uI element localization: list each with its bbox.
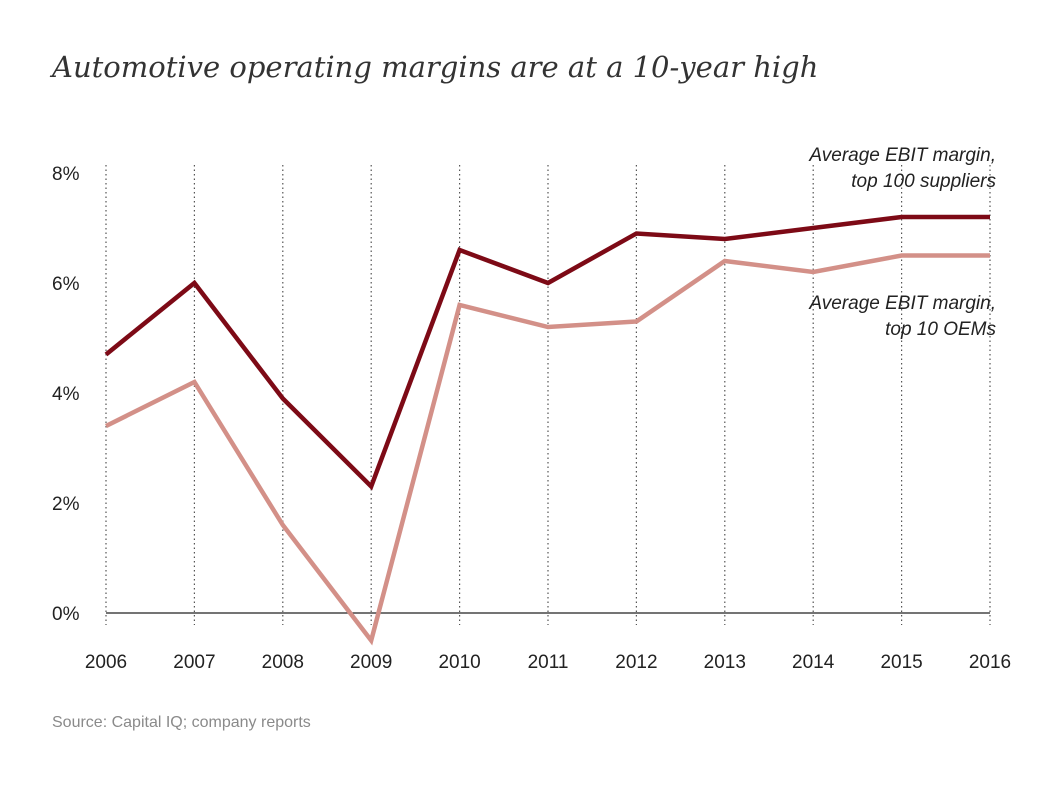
series-lines <box>104 214 990 646</box>
series-label-suppliers-line1: Average EBIT margin, <box>808 145 996 166</box>
series-line-suppliers <box>104 214 990 491</box>
source-note: Source: Capital IQ; company reports <box>52 714 311 731</box>
x-tick-label: 2007 <box>173 652 215 673</box>
x-tick-label: 2006 <box>85 652 127 673</box>
x-tick-label: 2015 <box>880 652 922 673</box>
x-tick-label: 2014 <box>792 652 835 673</box>
y-tick-label: 0% <box>52 604 80 625</box>
x-tick-label: 2009 <box>350 652 392 673</box>
gridlines <box>105 165 991 625</box>
x-tick-label: 2011 <box>528 652 569 673</box>
series-line-oems <box>104 253 990 646</box>
y-tick-label: 2% <box>52 494 80 515</box>
y-tick-label: 4% <box>52 384 80 405</box>
x-tick-label: 2016 <box>969 652 1011 673</box>
series-label-oems-line1: Average EBIT margin, <box>808 293 996 314</box>
x-tick-label: 2012 <box>615 652 657 673</box>
x-tick-label: 2008 <box>262 652 304 673</box>
series-labels: Average EBIT margin, top 100 suppliers A… <box>808 145 996 340</box>
chart-title: Automotive operating margins are at a 10… <box>52 50 819 84</box>
y-tick-label: 6% <box>52 274 80 295</box>
series-label-oems-line2: top 10 OEMs <box>885 319 996 340</box>
series-label-suppliers-line2: top 100 suppliers <box>851 171 996 192</box>
y-tick-label: 8% <box>52 164 80 185</box>
x-tick-label: 2013 <box>704 652 746 673</box>
x-tick-label: 2010 <box>438 652 480 673</box>
x-axis-ticks: 2006 2007 2008 2009 2010 2011 2012 2013 2014 2015… <box>85 652 1011 673</box>
y-axis-ticks: 0% 2% 4% 6% 8% <box>52 164 80 625</box>
